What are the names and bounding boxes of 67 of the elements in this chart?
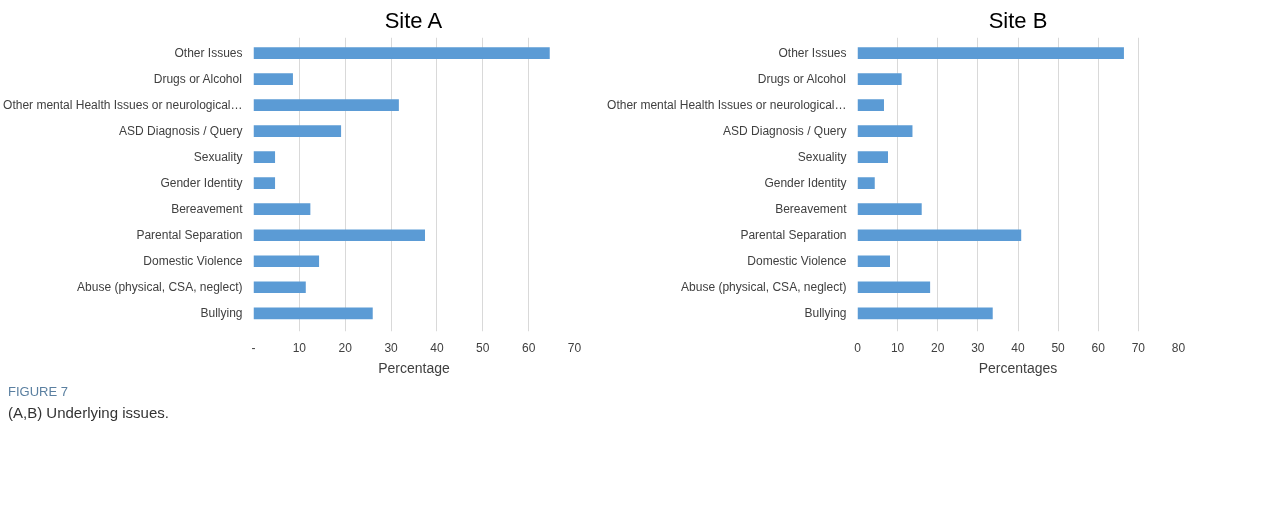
y-tick-label: Other Issues: [778, 46, 847, 61]
x-tick-label: 40: [1011, 340, 1025, 355]
bar: [857, 99, 884, 111]
bar: [857, 307, 993, 320]
text: (A,B) Underlying issues.: [8, 402, 169, 423]
x-tick-label: 30: [384, 340, 399, 355]
bar: [857, 73, 902, 85]
bar: [857, 255, 890, 268]
x-tick-label: 30: [971, 340, 985, 355]
bar: [253, 151, 276, 164]
x-tick-label: 20: [338, 340, 353, 355]
x-tick-label: 0: [854, 340, 862, 355]
bar: [857, 125, 913, 138]
y-tick-label: Other Issues: [174, 46, 243, 61]
bar: [857, 281, 931, 294]
x-tick-label: 20: [931, 340, 945, 355]
y-tick-label: Bullying: [200, 306, 243, 321]
y-tick-label: Gender Identity: [764, 176, 847, 191]
x-axis-title: Percentages: [978, 359, 1058, 376]
y-tick-label: Domestic Violence: [747, 254, 847, 269]
x-tick-label: -: [251, 340, 256, 355]
y-tick-label: Parental Separation: [740, 228, 847, 243]
x-tick-label: 70: [567, 340, 582, 355]
x-axis-title: Percentage: [378, 359, 451, 376]
y-tick-label: Gender Identity: [160, 176, 243, 191]
y-tick-label: Sexuality: [797, 150, 847, 165]
bar: [253, 177, 276, 190]
y-tick-label: ASD Diagnosis / Query: [723, 124, 847, 139]
y-tick-label: Abuse (physical, CSA, neglect): [681, 280, 847, 295]
bar: [253, 281, 306, 294]
bar: [857, 47, 1124, 59]
bar: [253, 47, 550, 59]
bar: [253, 99, 399, 111]
x-tick-label: 10: [292, 340, 307, 355]
bar: [857, 229, 1022, 242]
bar: [253, 125, 342, 138]
x-tick-label: 10: [890, 340, 905, 355]
x-tick-label: 80: [1171, 340, 1186, 355]
y-tick-label: Drugs or Alcohol: [153, 72, 242, 87]
y-tick-label: Bullying: [804, 306, 847, 321]
bar: [253, 307, 373, 320]
bar: [857, 203, 922, 216]
bar: [253, 73, 293, 85]
y-tick-label: Abuse (physical, CSA, neglect): [77, 280, 243, 295]
bar: [253, 203, 311, 216]
y-tick-label: Drugs or Alcohol: [757, 72, 846, 87]
y-tick-label: Other mental Health Issues or neurological…: [607, 98, 847, 113]
y-tick-label: Bereavement: [171, 202, 244, 217]
x-tick-label: 60: [1091, 340, 1106, 355]
x-tick-label: 70: [1131, 340, 1146, 355]
bar: [857, 151, 888, 164]
bar: [253, 255, 320, 268]
y-tick-label: Bereavement: [775, 202, 848, 217]
chart-title: Site B: [988, 7, 1048, 33]
y-tick-label: Domestic Violence: [143, 254, 243, 269]
caption: FIGURE 7: [8, 383, 69, 401]
y-tick-label: Parental Separation: [136, 228, 243, 243]
x-tick-label: 60: [521, 340, 536, 355]
y-tick-label: Sexuality: [193, 150, 243, 165]
y-tick-label: Other mental Health Issues or neurological…: [3, 98, 243, 113]
y-tick-label: ASD Diagnosis / Query: [119, 124, 243, 139]
bar: [253, 229, 426, 242]
chart-title: Site A: [384, 7, 443, 33]
x-tick-label: 40: [430, 340, 444, 355]
x-tick-label: 50: [476, 340, 490, 355]
x-tick-label: 50: [1051, 340, 1066, 355]
bar: [857, 177, 875, 190]
